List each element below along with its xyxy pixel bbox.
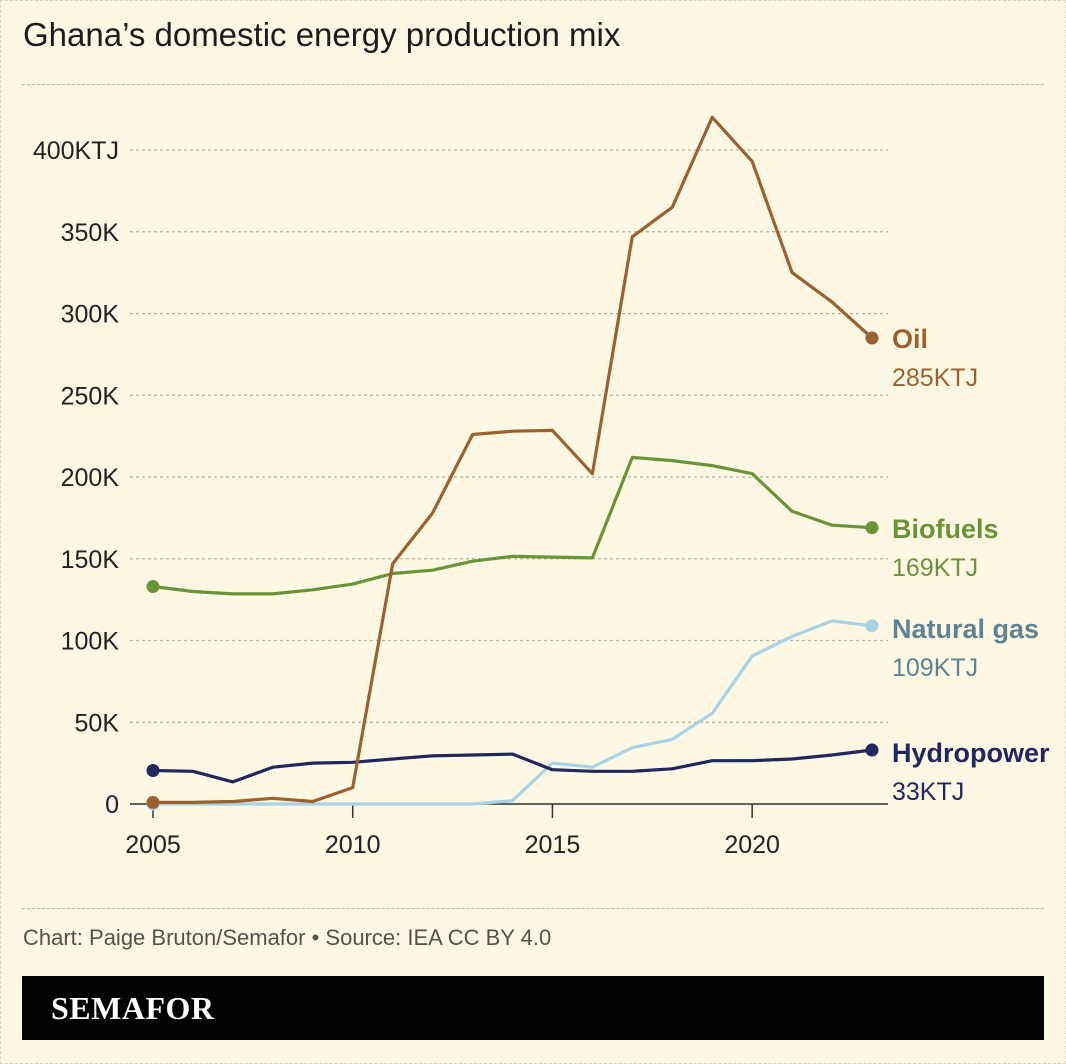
x-tick-label: 2020 [724,831,780,859]
y-tick-label: 0 [105,791,119,819]
grid [130,149,888,723]
page-title: Ghana’s domestic energy production mix [23,16,621,53]
y-tick-label: 300K [61,301,120,329]
y-tick-label: 100K [61,628,120,656]
x-axis: 2005 2010 2015 2020 [125,803,888,859]
source-credit: Chart: Paige Bruton/Semafor • Source: IE… [23,925,552,950]
start-marker-hydropower [146,763,160,777]
series-line-biofuels [151,455,874,596]
y-tick-label: 50K [75,709,120,737]
series-line-natural-gas [151,619,874,806]
series-value-biofuels: 169KTJ [892,554,978,582]
y-axis: 0 50K 100K 150K 200K 250K 300K 350K 400KTJ [33,137,119,819]
series-line-oil [151,115,874,805]
y-tick-label: 250K [61,382,120,410]
start-marker-oil [146,795,160,809]
series-name-biofuels: Biofuels [892,514,999,544]
end-marker-natural-gas [865,619,879,633]
brand-bar: SEMAFOR [22,976,1044,1040]
semafor-logo: SEMAFOR [51,990,215,1026]
x-tick-label: 2015 [525,831,581,859]
y-tick-label: 150K [61,546,120,574]
x-tick-label: 2010 [325,831,381,859]
series-value-hydropower: 33KTJ [892,778,964,806]
start-marker-biofuels [146,580,160,594]
y-tick-label: 350K [61,219,120,247]
line-chart: 2005 2010 2015 2020 0 50K 100K 150K 200K 250K 300… [33,115,1050,859]
series-name-natural-gas: Natural gas [892,614,1039,644]
footer-divider [22,908,1044,909]
title-divider [22,84,1044,85]
series-labels: Natural gas 109KTJ Hydropower 33KTJ Biofuels… [892,324,1050,806]
series-name-oil: Oil [892,324,928,354]
y-tick-label: 400KTJ [33,137,119,165]
y-tick-label: 200K [61,464,120,492]
series-lines [146,115,879,811]
end-marker-biofuels [865,521,879,535]
end-marker-oil [865,331,879,345]
series-value-oil: 285KTJ [892,364,978,392]
x-tick-label: 2005 [125,831,181,859]
series-value-natural-gas: 109KTJ [892,654,978,682]
end-marker-hydropower [865,743,879,757]
series-name-hydropower: Hydropower [892,738,1050,768]
series-line-hydropower [151,748,874,784]
